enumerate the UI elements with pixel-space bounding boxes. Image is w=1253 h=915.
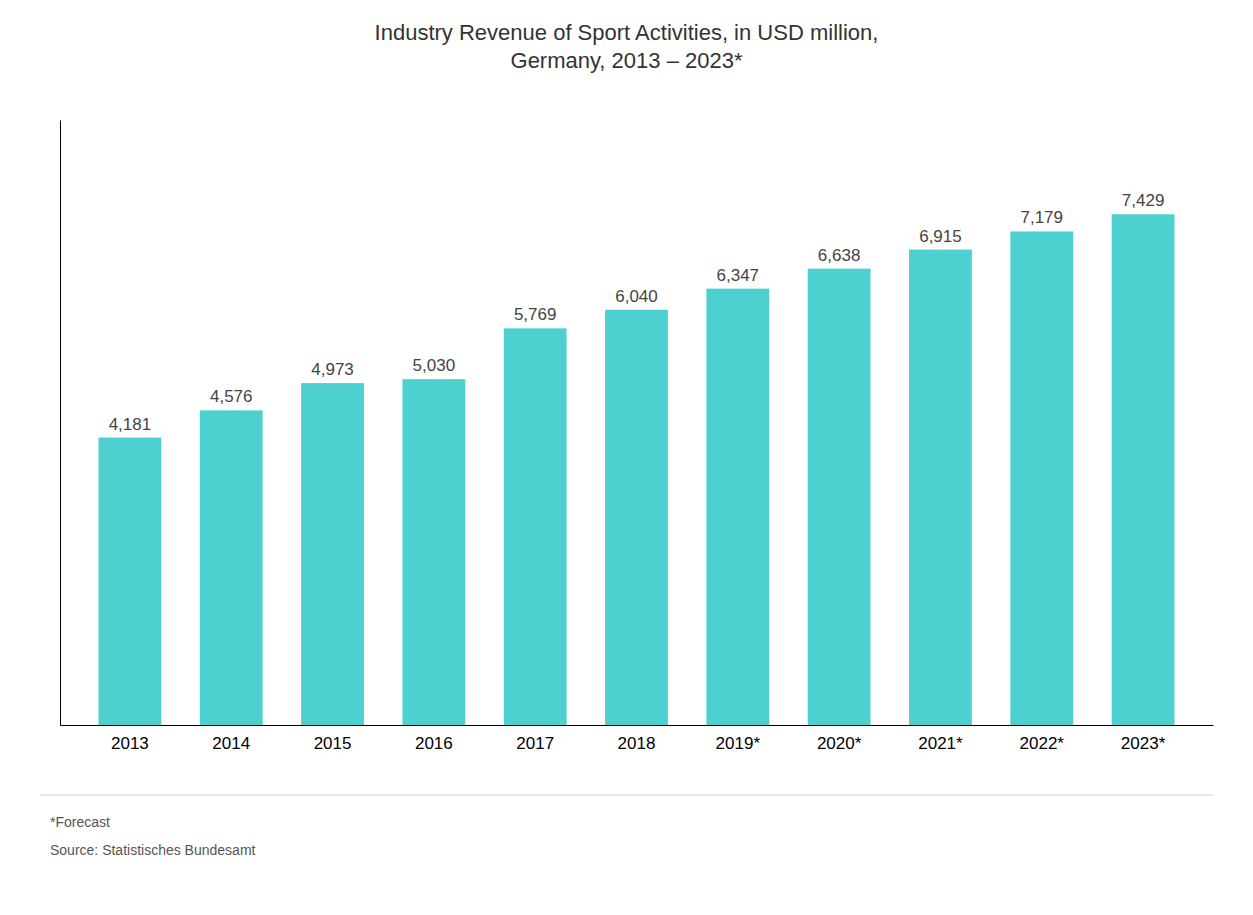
bar	[909, 250, 972, 725]
data-label: 7,179	[1020, 208, 1063, 227]
x-tick-label: 2016	[415, 734, 453, 753]
y-axis	[60, 121, 61, 726]
footer-separator	[40, 795, 1213, 796]
x-tick-label: 2021*	[918, 734, 963, 753]
x-tick: 2018	[618, 734, 656, 753]
data-label: 7,429	[1122, 191, 1165, 210]
x-tick: 2016	[415, 734, 453, 753]
x-tick: 2013	[111, 734, 149, 753]
data-label: 6,347	[717, 266, 760, 285]
bars	[99, 214, 1175, 725]
bar	[1010, 231, 1073, 725]
plot-area: 2013 2014 2015 2016 2017 2018 2019* 2020* 2021* 2…	[61, 121, 1214, 754]
x-tick-label: 2017	[516, 734, 554, 753]
x-tick-label: 2023*	[1121, 734, 1166, 753]
bar	[504, 328, 567, 725]
x-tick-label: 2014	[212, 734, 250, 753]
chart-title-line: Industry Revenue of Sport Activities, in…	[375, 20, 879, 45]
data-label: 5,769	[514, 305, 557, 324]
x-tick-label: 2013	[111, 734, 149, 753]
x-axis-line	[61, 725, 1214, 726]
data-label: 6,915	[919, 227, 962, 246]
chart-svg: Industry Revenue of Sport Activities, in…	[0, 0, 1253, 915]
data-label: 4,973	[311, 360, 354, 379]
data-label: 4,576	[210, 387, 253, 406]
chart-title-line: Germany, 2013 – 2023*	[511, 48, 743, 73]
x-tick-label: 2018	[618, 734, 656, 753]
x-axis: 2013 2014 2015 2016 2017 2018 2019* 2020* 2021* 2…	[61, 726, 1214, 754]
x-tick: 2014	[212, 734, 250, 753]
x-tick: 2022*	[1020, 734, 1065, 753]
data-labels: 4,181 4,576 4,973 5,030 5,769 6,040 6,347 6,638…	[109, 191, 1165, 433]
annotations: *Forecast Source: Statistisches Bundesamt	[50, 814, 256, 858]
annotation: Source: Statistisches Bundesamt	[50, 842, 256, 858]
bar	[706, 289, 769, 725]
x-tick-label: 2022*	[1020, 734, 1065, 753]
data-label: 4,181	[109, 415, 152, 434]
data-label: 5,030	[413, 356, 456, 375]
x-tick: 2021*	[918, 734, 963, 753]
chart-container: Industry Revenue of Sport Activities, in…	[0, 0, 1253, 915]
x-tick: 2023*	[1121, 734, 1166, 753]
annotation: *Forecast	[50, 814, 110, 830]
x-tick-label: 2015	[314, 734, 352, 753]
bar	[605, 310, 668, 725]
bar	[301, 383, 364, 725]
chart-title: Industry Revenue of Sport Activities, in…	[375, 20, 879, 73]
bar	[99, 438, 162, 725]
x-tick: 2019*	[716, 734, 761, 753]
data-label: 6,638	[818, 246, 861, 265]
x-tick-label: 2019*	[716, 734, 761, 753]
x-tick: 2017	[516, 734, 554, 753]
bar	[808, 269, 871, 725]
data-label: 6,040	[615, 287, 658, 306]
y-axis-line	[60, 121, 61, 726]
x-tick-label: 2020*	[817, 734, 862, 753]
x-tick: 2020*	[817, 734, 862, 753]
bar	[200, 410, 263, 725]
bar	[1112, 214, 1175, 725]
x-tick: 2015	[314, 734, 352, 753]
bar	[402, 379, 465, 725]
